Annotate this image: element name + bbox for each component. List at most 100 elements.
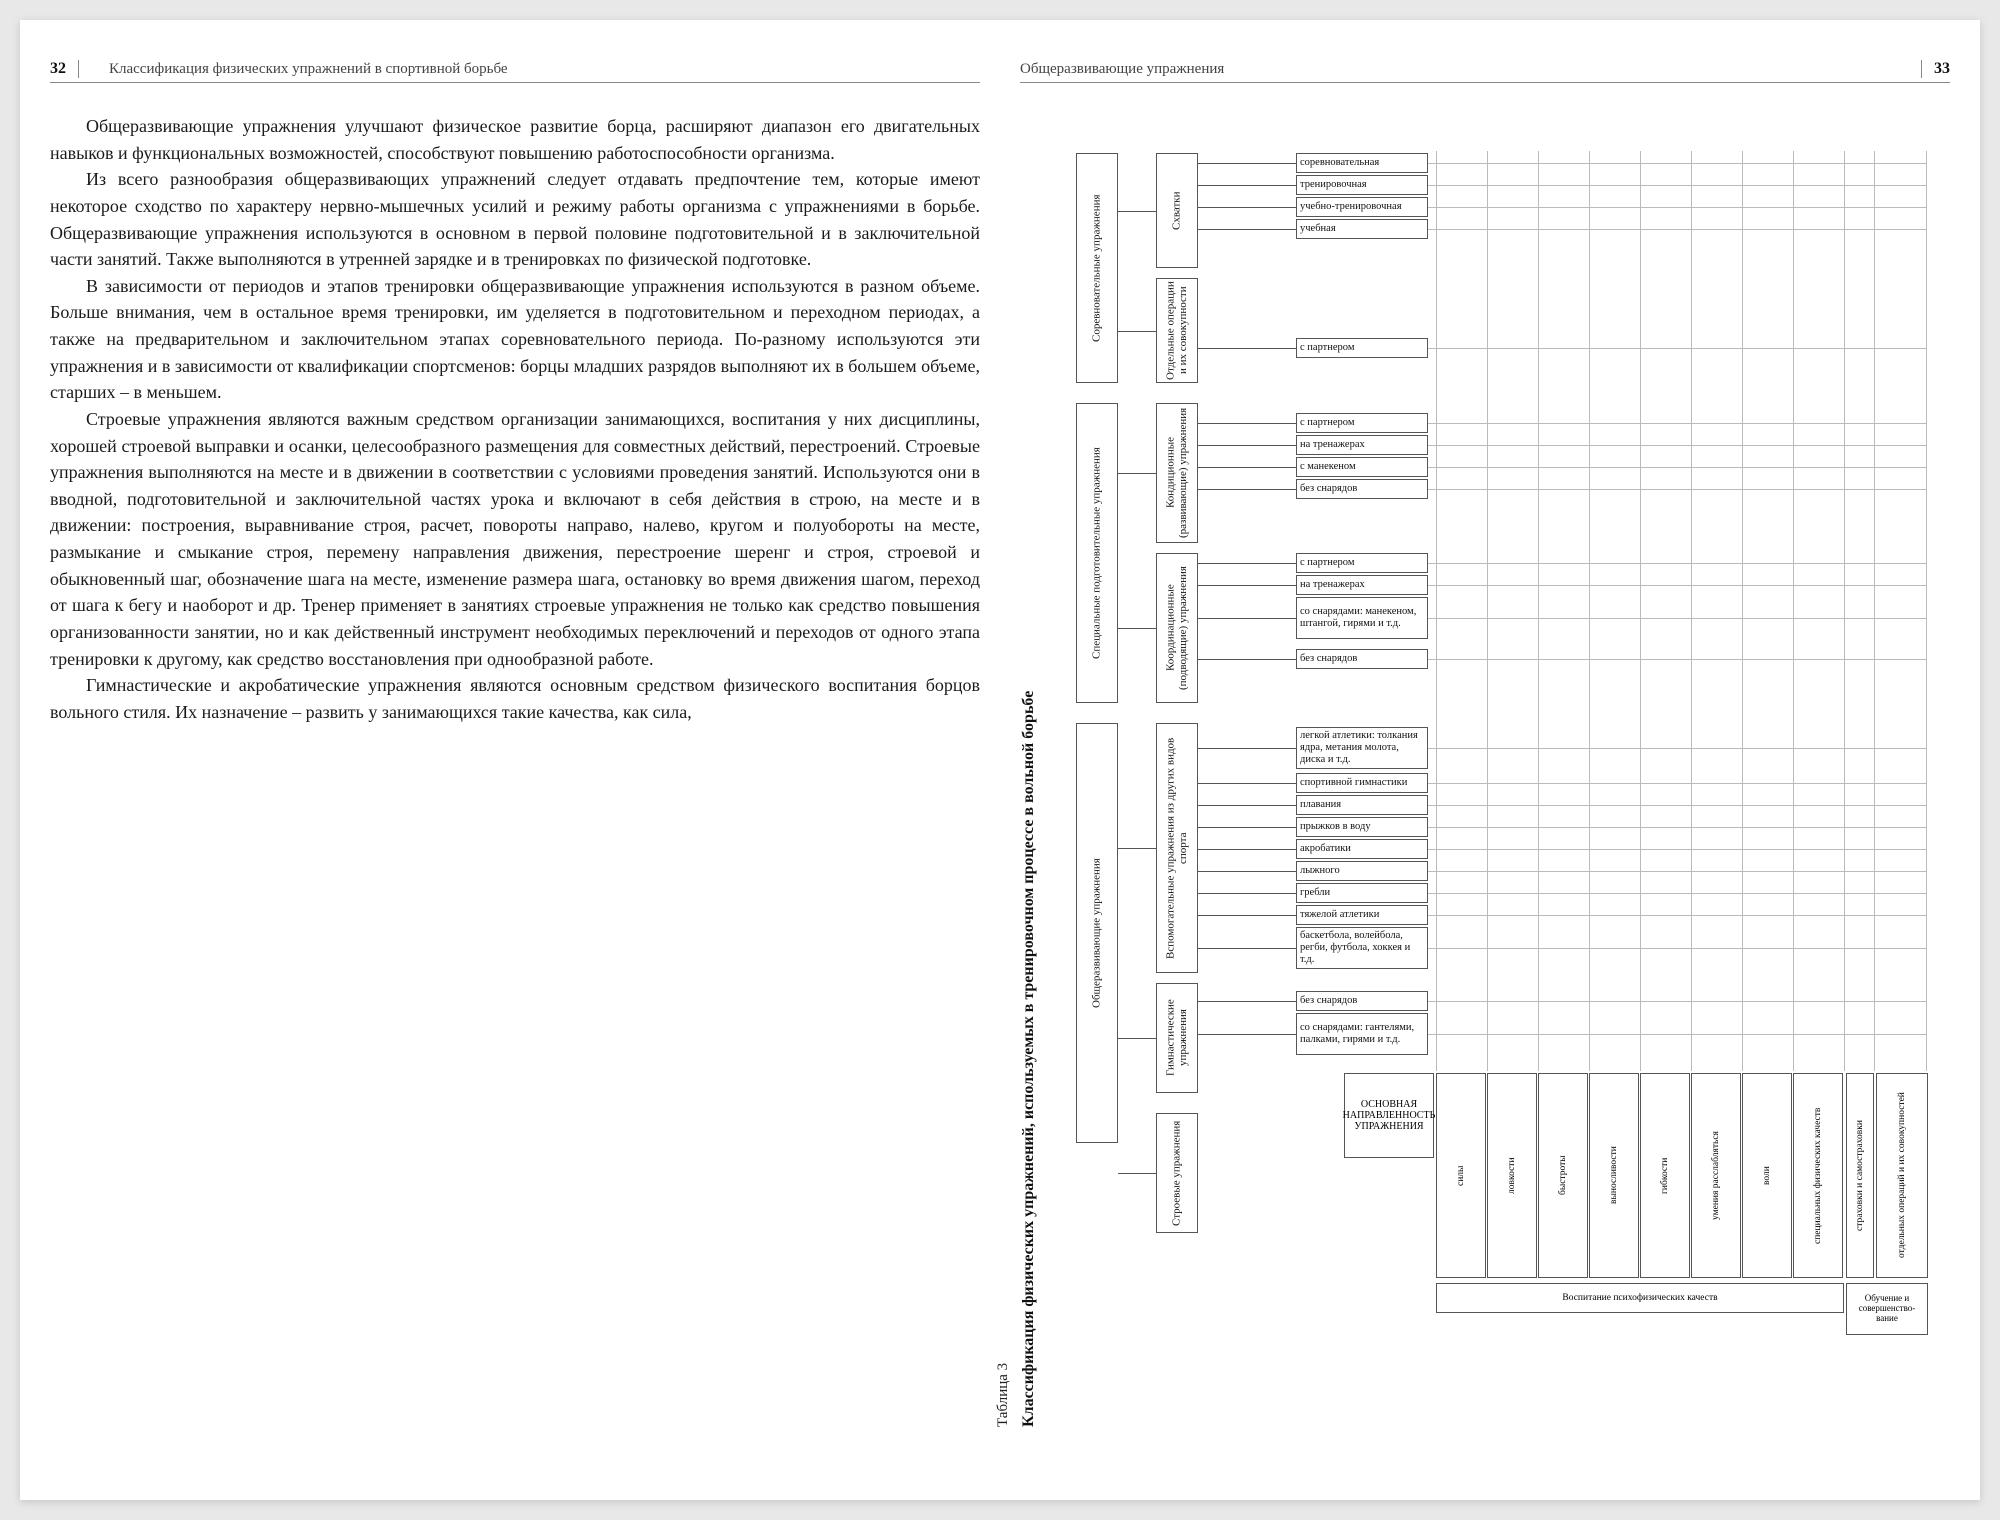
tree-leaf-node: со снарядами: гантелями, палками, гирями… [1296, 1013, 1428, 1055]
left-header: 32 Классификация физических упражнений в… [50, 60, 980, 83]
grid-vertical [1793, 151, 1794, 1071]
connector [1198, 489, 1296, 490]
left-body-text: Общеразвивающие упражнения улучшают физи… [50, 113, 980, 725]
connector [1198, 849, 1296, 850]
axis-quality-cell: выносливости [1589, 1073, 1639, 1278]
connector [1198, 805, 1296, 806]
diagram-title: Классификация физических упражнений, исп… [1020, 691, 1038, 1427]
connector [1198, 348, 1296, 349]
grid-horizontal [1428, 585, 1926, 586]
tree-leaf-node: гребли [1296, 883, 1428, 903]
connector [1198, 871, 1296, 872]
grid-horizontal [1428, 805, 1926, 806]
grid-vertical [1640, 151, 1641, 1071]
grid-horizontal [1428, 467, 1926, 468]
connector [1118, 628, 1156, 629]
tree-leaf-node: тренировочная [1296, 175, 1428, 195]
right-page: Общеразвивающие упражнения 33 Таблица 3 … [1020, 60, 1950, 1460]
tree-leaf-node: без снарядов [1296, 649, 1428, 669]
connector [1198, 618, 1296, 619]
axis-group2-item: страховки и самостраховки [1846, 1073, 1874, 1278]
axis-quality-cell: умения расслабляться [1691, 1073, 1741, 1278]
paragraph: Строевые упражнения являются важным сред… [50, 406, 980, 672]
connector [1198, 423, 1296, 424]
grid-horizontal [1428, 348, 1926, 349]
tree-leaf-node: баскетбола, волейбола, регби, футбола, х… [1296, 927, 1428, 969]
connector [1118, 1173, 1156, 1174]
axis-quality-cell: гибкости [1640, 1073, 1690, 1278]
grid-horizontal [1428, 783, 1926, 784]
paragraph: Общеразвивающие упражнения улучшают физи… [50, 113, 980, 166]
grid-vertical [1436, 151, 1437, 1071]
connector [1198, 185, 1296, 186]
connector [1198, 585, 1296, 586]
left-header-title: Классификация физических упражнений в сп… [109, 61, 980, 78]
connector [1198, 445, 1296, 446]
tree-leaf-node: учебная [1296, 219, 1428, 239]
connector [1198, 229, 1296, 230]
paragraph: В зависимости от периодов и этапов трени… [50, 273, 980, 406]
connector [1198, 948, 1296, 949]
axis-quality-cell: ловкости [1487, 1073, 1537, 1278]
grid-horizontal [1428, 827, 1926, 828]
grid-horizontal [1428, 445, 1926, 446]
grid-horizontal [1428, 163, 1926, 164]
tree-leaf-node: прыжков в воду [1296, 817, 1428, 837]
tree-level2-node: Специальные подготовительные упражнения [1076, 403, 1118, 703]
grid-horizontal [1428, 618, 1926, 619]
grid-horizontal [1428, 915, 1926, 916]
tree-leaf-node: с партнером [1296, 553, 1428, 573]
grid-vertical [1691, 151, 1692, 1071]
grid-horizontal [1428, 489, 1926, 490]
grid-vertical [1538, 151, 1539, 1071]
tree-leaf-node: с партнером [1296, 338, 1428, 358]
grid-horizontal [1428, 207, 1926, 208]
right-header-title: Общеразвивающие упражнения [1020, 61, 1891, 78]
grid-vertical [1874, 151, 1875, 1071]
tree-leaf-node: с партнером [1296, 413, 1428, 433]
left-page-number: 32 [50, 60, 79, 78]
grid-horizontal [1428, 849, 1926, 850]
grid-vertical [1926, 151, 1927, 1071]
axis-quality-cell: воли [1742, 1073, 1792, 1278]
tree-level3-node: Строевые упражнения [1156, 1113, 1198, 1233]
tree-leaf-node: спортивной гимнастики [1296, 773, 1428, 793]
tree-level3-node: Гимнастические упражнения [1156, 983, 1198, 1093]
tree-leaf-node: лыжного [1296, 861, 1428, 881]
grid-horizontal [1428, 229, 1926, 230]
table-number-label: Таблица 3 [995, 1363, 1012, 1427]
grid-horizontal [1428, 185, 1926, 186]
axis-block-teaching: Обучение и совершенство-вание [1846, 1283, 1928, 1335]
connector [1198, 893, 1296, 894]
tree-level3-node: Отдельные операции и их совокупности [1156, 278, 1198, 383]
right-header: Общеразвивающие упражнения 33 [1020, 60, 1950, 83]
tree-level3-node: Вспомогательные упражнения из других вид… [1156, 723, 1198, 973]
connector [1198, 1001, 1296, 1002]
axis-group2-item: отдельных операций и их совокупностей [1876, 1073, 1928, 1278]
tree-leaf-node: без снарядов [1296, 479, 1428, 499]
tree-leaf-node: учебно-тренировочная [1296, 197, 1428, 217]
classification-diagram: Таблица 3 Классификация физических упраж… [1020, 113, 1950, 1433]
connector [1198, 1034, 1296, 1035]
connector [1198, 163, 1296, 164]
tree-leaf-node: с манекеном [1296, 457, 1428, 477]
tree-leaf-node: легкой атлетики: толкания ядра, метания … [1296, 727, 1428, 769]
connector [1118, 1038, 1156, 1039]
grid-horizontal [1428, 948, 1926, 949]
grid-horizontal [1428, 563, 1926, 564]
connector [1198, 467, 1296, 468]
connector [1198, 827, 1296, 828]
tree-level2-node: Общеразвивающие упражнения [1076, 723, 1118, 1143]
grid-vertical [1589, 151, 1590, 1071]
connector [1118, 331, 1156, 332]
tree-level2-node: Соревновательные упражнения [1076, 153, 1118, 383]
connector [1198, 915, 1296, 916]
axis-quality-cell: специальных физических качеств [1793, 1073, 1843, 1278]
connector [1198, 563, 1296, 564]
tree-leaf-node: без снарядов [1296, 991, 1428, 1011]
connector [1198, 207, 1296, 208]
axis-heading: ОСНОВНАЯ НАПРАВЛЕННОСТЬ УПРАЖНЕНИЯ [1344, 1073, 1434, 1158]
tree-leaf-node: на тренажерах [1296, 435, 1428, 455]
connector [1118, 473, 1156, 474]
grid-vertical [1487, 151, 1488, 1071]
